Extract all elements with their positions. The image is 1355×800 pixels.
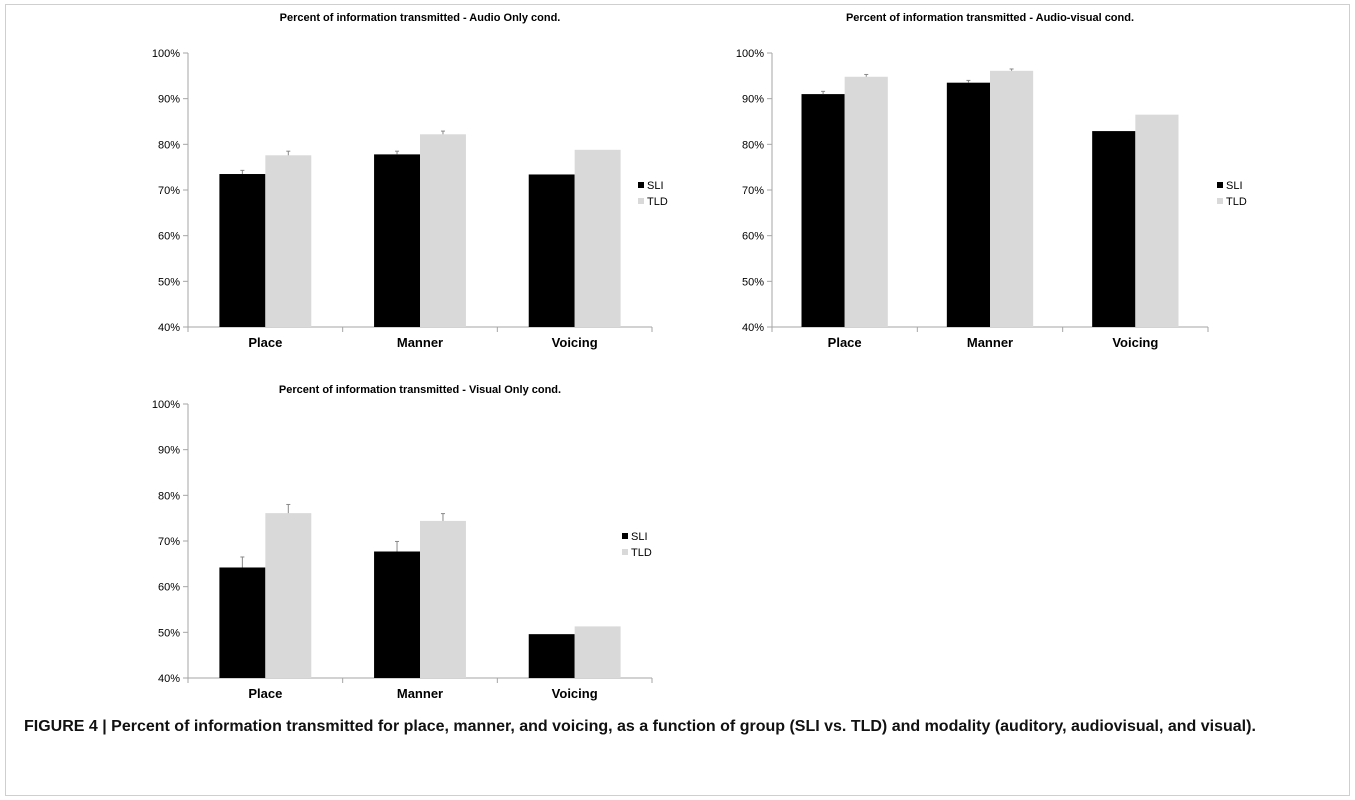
- y-tick-label: 100%: [152, 48, 180, 60]
- figure-frame: Percent of information transmitted - Aud…: [5, 4, 1350, 796]
- y-tick-label: 60%: [158, 582, 180, 594]
- x-tick-label: Manner: [967, 335, 1013, 350]
- chart-title: Percent of information transmitted - Aud…: [846, 12, 1134, 24]
- y-tick-label: 50%: [158, 276, 180, 288]
- x-tick-label: Voicing: [1112, 335, 1158, 350]
- bar-tld-voicing: [574, 149, 621, 327]
- y-tick-label: 80%: [742, 139, 764, 151]
- y-tick-label: 100%: [152, 399, 180, 411]
- legend-swatch-sli: [622, 533, 628, 539]
- bar-tld-place: [265, 155, 312, 327]
- chart-audio-visual: Percent of information transmitted - Aud…: [736, 12, 1247, 350]
- x-tick-label: Manner: [397, 686, 443, 701]
- x-tick-label: Place: [828, 335, 862, 350]
- y-tick-label: 70%: [158, 185, 180, 197]
- bar-sli-manner: [374, 154, 420, 327]
- bar-sli-place: [219, 567, 266, 678]
- bar-sli-manner: [374, 551, 420, 678]
- y-tick-label: 40%: [158, 673, 180, 685]
- chart-title: Percent of information transmitted - Vis…: [279, 384, 561, 396]
- legend-swatch-sli: [638, 182, 644, 188]
- y-tick-label: 50%: [742, 276, 764, 288]
- legend-label-sli: SLI: [631, 531, 648, 543]
- bar-sli-voicing: [528, 174, 575, 327]
- y-tick-label: 70%: [158, 536, 180, 548]
- legend-swatch-tld: [1217, 198, 1223, 204]
- bar-tld-place: [844, 76, 888, 327]
- x-tick-label: Place: [248, 335, 282, 350]
- legend-label-tld: TLD: [1226, 196, 1247, 208]
- y-tick-label: 60%: [742, 231, 764, 243]
- legend-swatch-tld: [638, 198, 644, 204]
- legend-swatch-tld: [622, 549, 628, 555]
- x-tick-label: Voicing: [552, 335, 598, 350]
- y-tick-label: 90%: [742, 94, 764, 106]
- y-tick-label: 90%: [158, 94, 180, 106]
- legend-label-sli: SLI: [1226, 180, 1243, 192]
- y-tick-label: 90%: [158, 445, 180, 457]
- bar-sli-voicing: [528, 634, 575, 678]
- bar-tld-manner: [990, 70, 1034, 327]
- bar-sli-place: [219, 174, 266, 327]
- bar-tld-voicing: [1135, 114, 1179, 328]
- y-tick-label: 40%: [158, 322, 180, 334]
- y-tick-label: 50%: [158, 627, 180, 639]
- x-tick-label: Manner: [397, 335, 443, 350]
- bar-sli-place: [801, 94, 845, 327]
- bar-tld-voicing: [574, 626, 621, 678]
- legend-swatch-sli: [1217, 182, 1223, 188]
- figure-caption: FIGURE 4 | Percent of information transm…: [24, 718, 1256, 735]
- y-tick-label: 40%: [742, 322, 764, 334]
- bar-tld-place: [265, 513, 312, 678]
- y-tick-label: 100%: [736, 48, 764, 60]
- chart-visual-only: Percent of information transmitted - Vis…: [152, 384, 653, 701]
- y-tick-label: 80%: [158, 139, 180, 151]
- legend-label-tld: TLD: [647, 196, 668, 208]
- y-tick-label: 80%: [158, 490, 180, 502]
- chart-title: Percent of information transmitted - Aud…: [280, 12, 561, 24]
- bar-tld-manner: [420, 134, 466, 327]
- x-tick-label: Place: [248, 686, 282, 701]
- bar-sli-voicing: [1092, 131, 1136, 327]
- x-tick-label: Voicing: [552, 686, 598, 701]
- bar-tld-manner: [420, 520, 466, 678]
- chart-audio-only: Percent of information transmitted - Aud…: [152, 12, 668, 350]
- legend-label-sli: SLI: [647, 180, 664, 192]
- bar-sli-manner: [946, 82, 990, 327]
- y-tick-label: 70%: [742, 185, 764, 197]
- legend-label-tld: TLD: [631, 547, 652, 559]
- y-tick-label: 60%: [158, 231, 180, 243]
